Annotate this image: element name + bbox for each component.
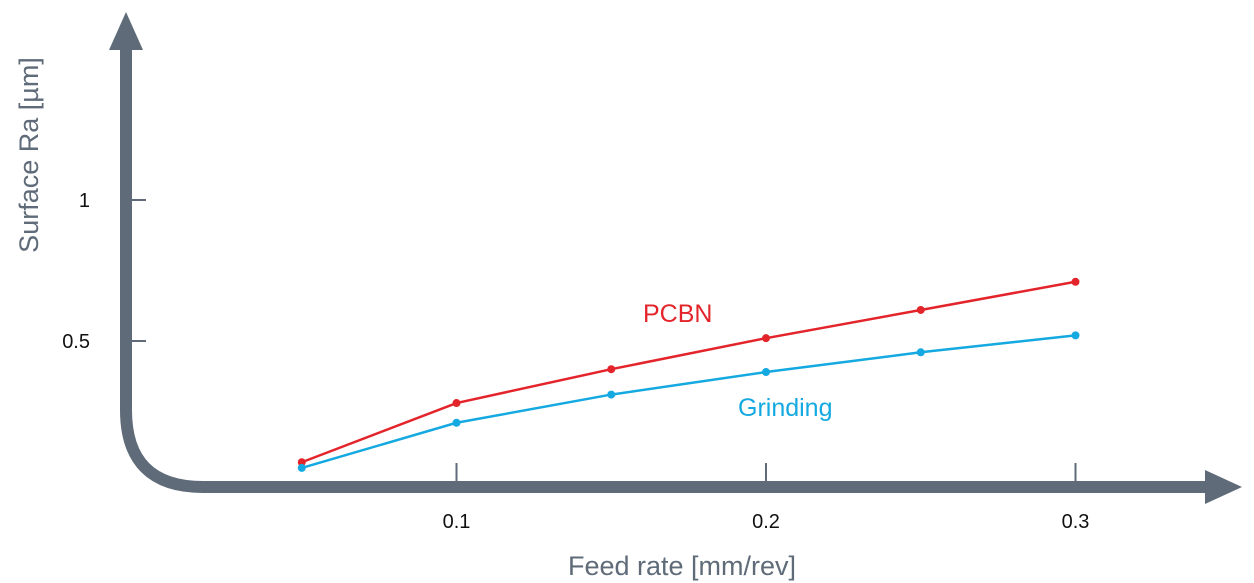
data-point-pcbn (452, 399, 461, 408)
data-point-pcbn (607, 365, 616, 374)
series-label-pcbn: PCBN (643, 300, 712, 328)
y-tick-label: 1 (79, 190, 90, 212)
x-axis-title: Feed rate [mm/rev] (568, 551, 796, 581)
data-point-pcbn (1071, 277, 1080, 286)
y-tick-label: 0.5 (62, 331, 90, 353)
data-point-grinding (452, 418, 461, 427)
data-point-pcbn (762, 334, 770, 343)
series-layer (297, 277, 1080, 472)
data-point-grinding (607, 390, 616, 399)
y-axis-arrow-icon (109, 12, 143, 50)
data-point-grinding (916, 348, 925, 357)
series-line-pcbn (301, 280, 1076, 464)
axis-curve (120, 40, 1220, 493)
y-axis-title: Surface Ra [µm] (14, 57, 44, 253)
x-axis-arrow-icon (1205, 470, 1242, 504)
x-tick-label: 0.2 (752, 511, 780, 533)
series-label-grinding: Grinding (738, 394, 833, 422)
axes (109, 12, 1242, 504)
data-point-grinding (762, 368, 770, 377)
data-point-grinding (1071, 331, 1080, 340)
data-point-pcbn (916, 305, 925, 314)
series-line-grinding (301, 334, 1076, 470)
data-point-grinding (297, 463, 306, 472)
x-tick-label: 0.3 (1062, 511, 1090, 533)
x-tick-label: 0.1 (443, 511, 471, 533)
data-point-pcbn (297, 458, 306, 467)
ticks: 0.1 0.2 0.3 1 0.5 (62, 190, 1089, 533)
